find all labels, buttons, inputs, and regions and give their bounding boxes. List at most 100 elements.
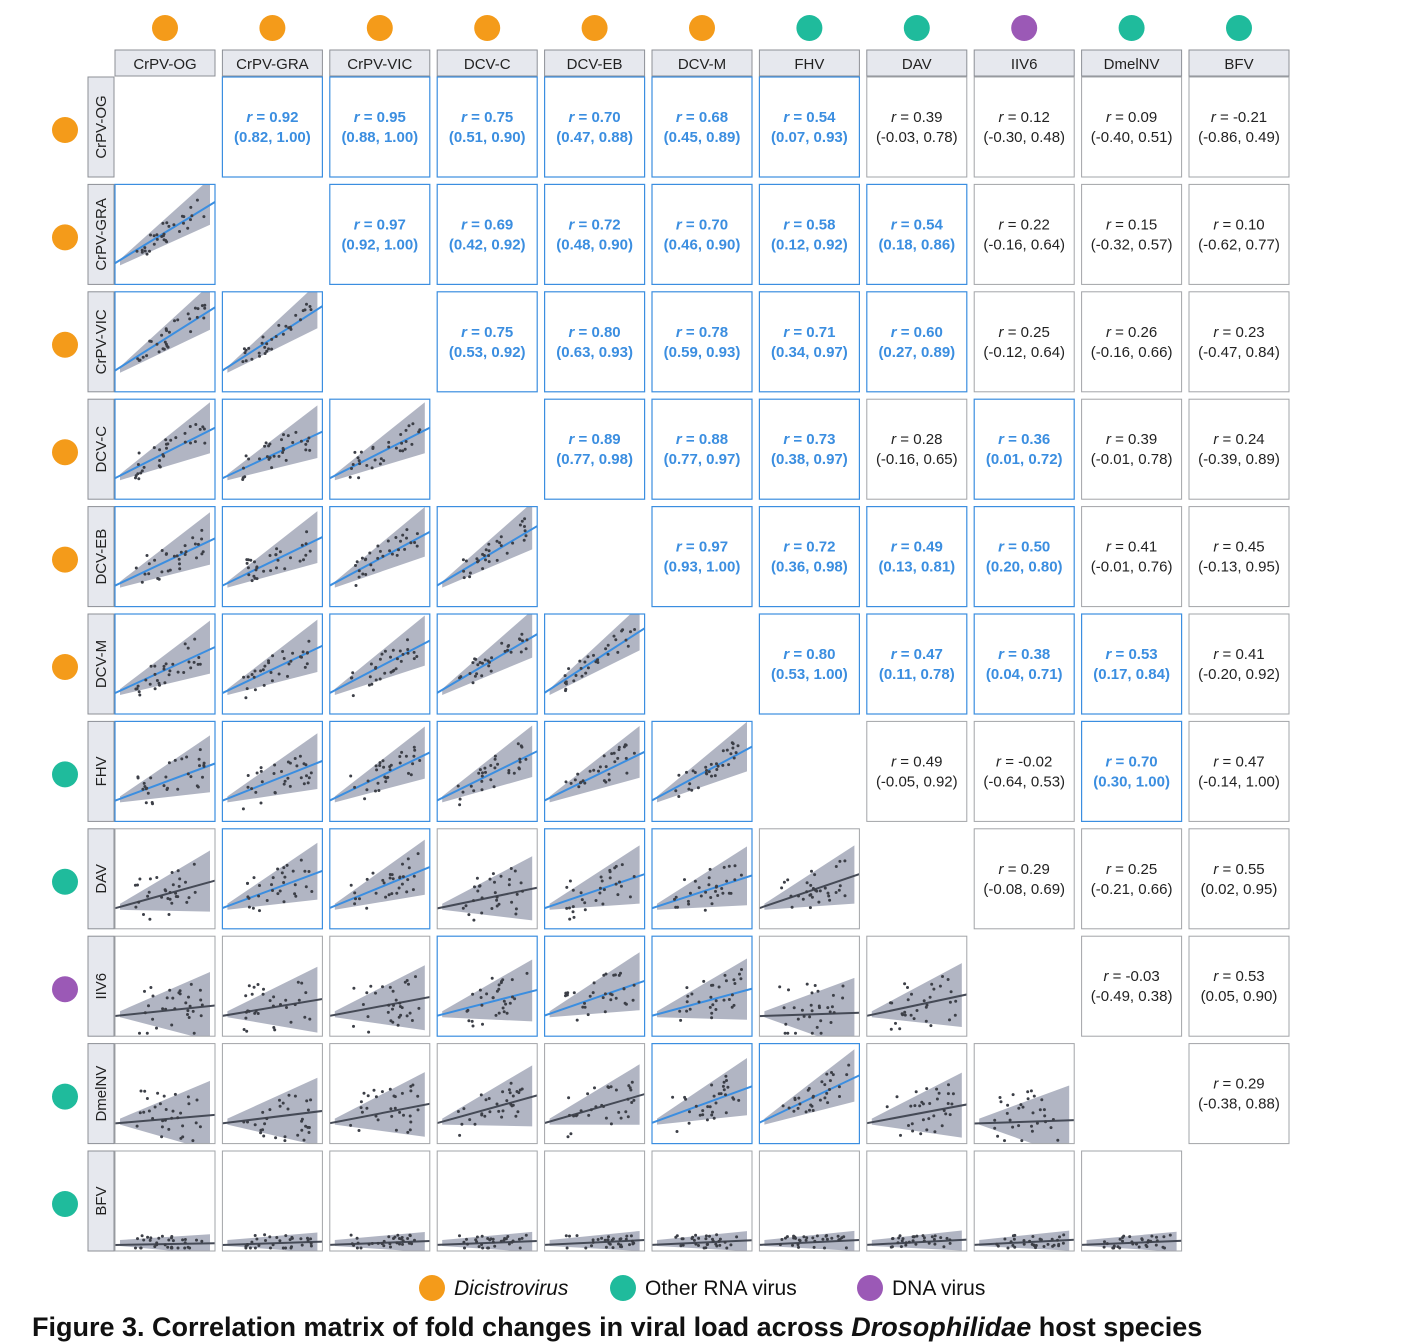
confidence-interval: (-0.47, 0.84) [1198, 344, 1280, 361]
data-point [389, 1107, 393, 1111]
data-point [1043, 1114, 1047, 1118]
data-point [473, 674, 477, 678]
plot-area [222, 733, 323, 811]
scatter-cell-bfv-iiv6 [973, 1150, 1075, 1252]
data-point [171, 1109, 175, 1113]
data-point [365, 877, 369, 881]
data-point [244, 348, 248, 352]
r-value: r = 0.55 [1213, 861, 1264, 878]
data-point [138, 877, 142, 881]
data-point [245, 1029, 249, 1033]
data-point [598, 886, 602, 890]
data-point [805, 890, 809, 894]
data-point [688, 891, 692, 895]
data-point [480, 896, 484, 900]
confidence-band [227, 966, 318, 1033]
plot-area [222, 291, 323, 373]
data-point [255, 577, 259, 581]
data-point [495, 558, 499, 562]
correlation-cell-dcv-eb-fhv: r = 0.72(0.36, 0.98) [758, 506, 861, 608]
data-point [258, 354, 261, 358]
data-point [405, 528, 409, 532]
data-point [475, 1235, 479, 1239]
cell-frame [221, 291, 323, 393]
data-point [374, 991, 377, 995]
data-point [165, 446, 168, 450]
scatter-cell-iiv6-crpv-gra [221, 935, 323, 1037]
r-value: r = 0.38 [998, 646, 1050, 663]
data-point [907, 1124, 910, 1127]
data-point [793, 1096, 797, 1100]
data-point [516, 742, 520, 746]
data-point [614, 1088, 618, 1092]
data-point [721, 763, 725, 767]
data-point [837, 1238, 841, 1242]
data-point [178, 992, 182, 996]
data-point [182, 671, 186, 674]
data-point [408, 1128, 412, 1132]
data-point [176, 1116, 180, 1120]
data-point [480, 1234, 484, 1238]
legend-item-dicistrovirus: Dicistrovirus [419, 1275, 569, 1301]
data-point [601, 996, 605, 1000]
data-point [378, 761, 382, 765]
data-point [1022, 1239, 1026, 1242]
data-point [716, 764, 720, 768]
col-header-crpv-vic: CrPV-VIC [347, 56, 412, 73]
cell-frame [1188, 720, 1290, 822]
data-point [378, 462, 382, 466]
data-point [1022, 1242, 1026, 1246]
data-point [800, 1008, 804, 1012]
data-point [246, 1009, 250, 1013]
data-point [170, 1116, 174, 1120]
data-point [186, 226, 190, 230]
data-point [478, 988, 482, 992]
data-point [906, 986, 909, 989]
data-point [246, 881, 249, 885]
data-point [187, 995, 190, 999]
cell-frame [329, 1150, 431, 1252]
data-point [189, 441, 192, 445]
data-point [370, 1242, 374, 1245]
plot-area [652, 721, 752, 803]
plot-area [437, 1065, 538, 1137]
data-point [836, 1234, 840, 1238]
data-point [715, 884, 718, 888]
correlation-cell-crpv-vic-dmelnv: r = 0.26(-0.16, 0.66) [1081, 291, 1183, 393]
data-point [244, 696, 248, 700]
data-point [721, 1084, 725, 1088]
data-point [276, 892, 280, 896]
col-group-dot-dcv-c [474, 15, 501, 41]
cell-frame [543, 76, 646, 178]
data-point [298, 559, 302, 563]
data-point [829, 1021, 833, 1024]
data-point [469, 784, 473, 788]
data-point [387, 445, 391, 449]
data-point [401, 862, 404, 866]
data-point [413, 1238, 416, 1242]
data-point [480, 1003, 484, 1007]
data-point [252, 985, 256, 989]
cell-frame [866, 935, 968, 1037]
data-point [938, 984, 942, 988]
data-point [910, 1122, 914, 1126]
cell-frame [651, 1150, 753, 1252]
data-point [705, 769, 708, 772]
data-point [163, 1243, 167, 1247]
data-point [607, 1235, 610, 1239]
data-point [948, 1000, 952, 1004]
confidence-band [334, 839, 425, 910]
data-point [308, 448, 312, 452]
data-point [270, 347, 274, 351]
data-point [309, 1242, 313, 1245]
data-point [197, 656, 201, 659]
data-point [715, 1233, 719, 1237]
data-point [808, 893, 812, 897]
scatter-cell-dcv-c-crpv-og [114, 398, 216, 500]
cell-frame [114, 506, 216, 608]
data-point [922, 999, 926, 1003]
cell-frame [329, 828, 431, 930]
data-point [195, 784, 199, 788]
regression-line [222, 998, 323, 1017]
data-point [153, 664, 157, 668]
